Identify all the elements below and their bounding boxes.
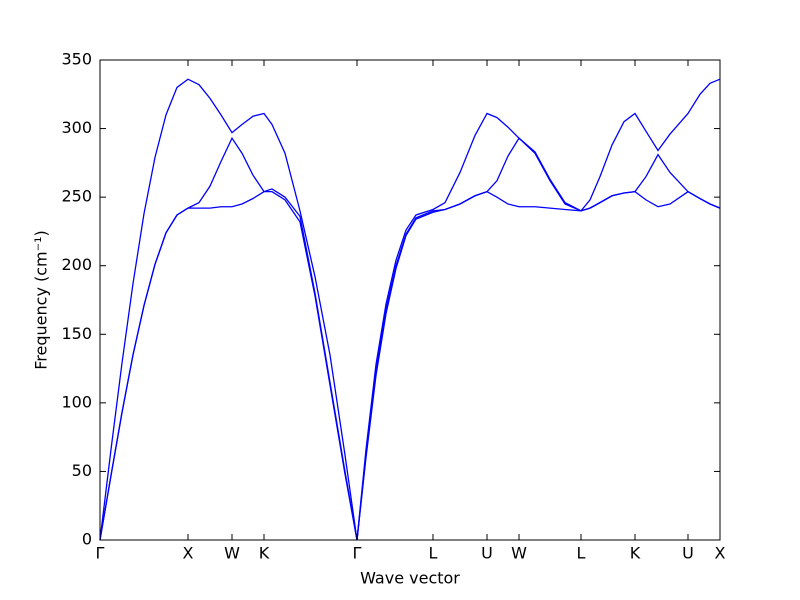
x-tick-label: Γ: [353, 544, 362, 563]
y-axis-label: Frequency (cm⁻¹): [32, 230, 51, 369]
x-tick-label: Γ: [96, 544, 105, 563]
x-tick-label: U: [481, 544, 493, 563]
y-tick-label: 150: [61, 324, 92, 343]
x-tick-label: W: [224, 544, 240, 563]
y-tick-label: 250: [61, 187, 92, 206]
x-tick-label: U: [682, 544, 694, 563]
y-tick-label: 100: [61, 392, 92, 411]
x-tick-label: K: [259, 544, 270, 563]
band-line: [99, 136, 721, 541]
y-tick-label: 0: [82, 530, 92, 549]
y-tick-label: 300: [61, 118, 92, 137]
x-tick-label: W: [511, 544, 527, 563]
y-tick-label: 50: [72, 461, 92, 480]
plot-frame: [99, 59, 721, 541]
x-tick-label: X: [715, 544, 726, 563]
x-tick-label: K: [630, 544, 641, 563]
x-tick-label: X: [183, 544, 194, 563]
x-tick-label: L: [577, 544, 586, 563]
x-axis-label: Wave vector: [360, 569, 460, 588]
y-tick-label: 200: [61, 255, 92, 274]
y-tick-label: 350: [61, 50, 92, 69]
x-tick-label: L: [429, 544, 438, 563]
band-line: [99, 78, 721, 541]
